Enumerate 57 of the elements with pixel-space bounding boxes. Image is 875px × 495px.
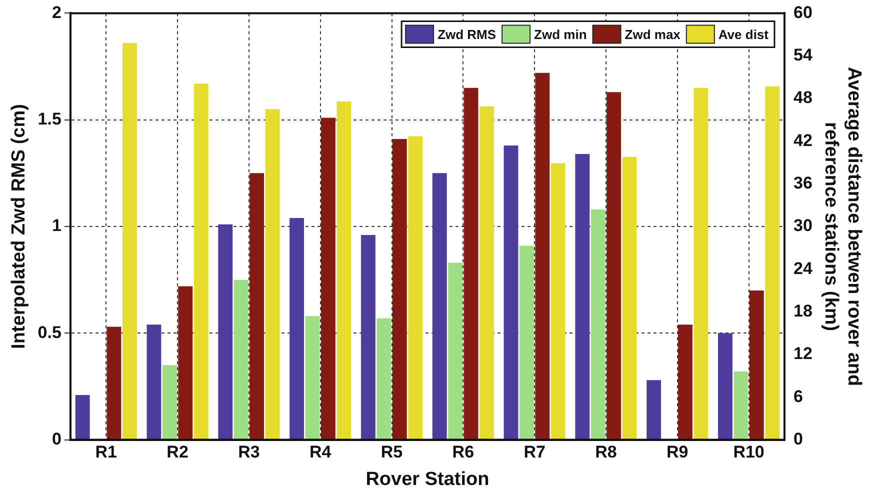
- bar: [718, 333, 732, 440]
- bar: [234, 280, 248, 440]
- legend-label: Zwd min: [534, 26, 587, 42]
- legend-label: Ave dist: [718, 26, 770, 42]
- y2-tick-label: 6: [793, 386, 803, 406]
- bar: [106, 326, 122, 440]
- x-tick-label: R7: [524, 442, 546, 462]
- y2-tick-label: 24: [793, 258, 813, 278]
- bar: [519, 246, 534, 440]
- bar: [575, 154, 590, 440]
- bar: [448, 262, 463, 440]
- x-tick-label: R6: [452, 442, 474, 462]
- y2-tick-label: 0: [793, 429, 803, 448]
- bar: [290, 218, 304, 440]
- bar: [122, 43, 137, 440]
- x-tick-label: R10: [733, 442, 764, 462]
- y-tick-label: 2: [52, 2, 62, 22]
- x-tick-label: R3: [238, 442, 260, 462]
- bar: [590, 209, 606, 440]
- legend-label: Zwd max: [624, 26, 682, 42]
- y2-tick-label: 48: [793, 88, 812, 108]
- y2-tick-label: 60: [793, 2, 812, 22]
- y-tick-label: 0: [52, 429, 62, 448]
- bar: [360, 235, 376, 440]
- x-axis-title: Rover Station: [366, 468, 490, 490]
- bar: [765, 86, 780, 440]
- x-tick-label: R1: [95, 442, 117, 462]
- y-axis-title: Interpolated Zwd RMS (cm): [8, 104, 30, 349]
- bar: [305, 316, 320, 440]
- y2-tick-label: 30: [793, 216, 812, 236]
- y2-axis-title: Average distance betwen rover and reference stations (km): [820, 66, 864, 386]
- y-tick-label: 1: [52, 216, 62, 236]
- x-tick-label: R2: [166, 442, 188, 462]
- y2-tick-label: 54: [793, 46, 813, 65]
- bar: [146, 324, 162, 440]
- bar: [376, 318, 392, 440]
- bar: [504, 145, 518, 440]
- y2-tick-label: 36: [793, 174, 812, 193]
- bar: [678, 324, 692, 440]
- bar: [75, 395, 90, 440]
- x-tick-label: R5: [380, 442, 403, 462]
- bar: [694, 88, 708, 440]
- y2-tick-label: 42: [793, 130, 812, 150]
- bar: [734, 372, 748, 440]
- bar: [162, 365, 177, 440]
- bar: [646, 380, 662, 440]
- x-tick-label: R8: [595, 442, 617, 462]
- y2-tick-label: 12: [793, 344, 812, 364]
- bar: [218, 224, 233, 440]
- x-tick-label: R4: [309, 442, 332, 462]
- legend-label: Zwd RMS: [438, 26, 496, 42]
- x-tick-label: R9: [666, 442, 688, 462]
- bar: [194, 84, 208, 440]
- bar: [432, 173, 447, 440]
- y2-tick-label: 18: [793, 302, 812, 321]
- y-tick-label: 1.5: [38, 110, 62, 129]
- y-tick-label: 0.5: [38, 322, 62, 342]
